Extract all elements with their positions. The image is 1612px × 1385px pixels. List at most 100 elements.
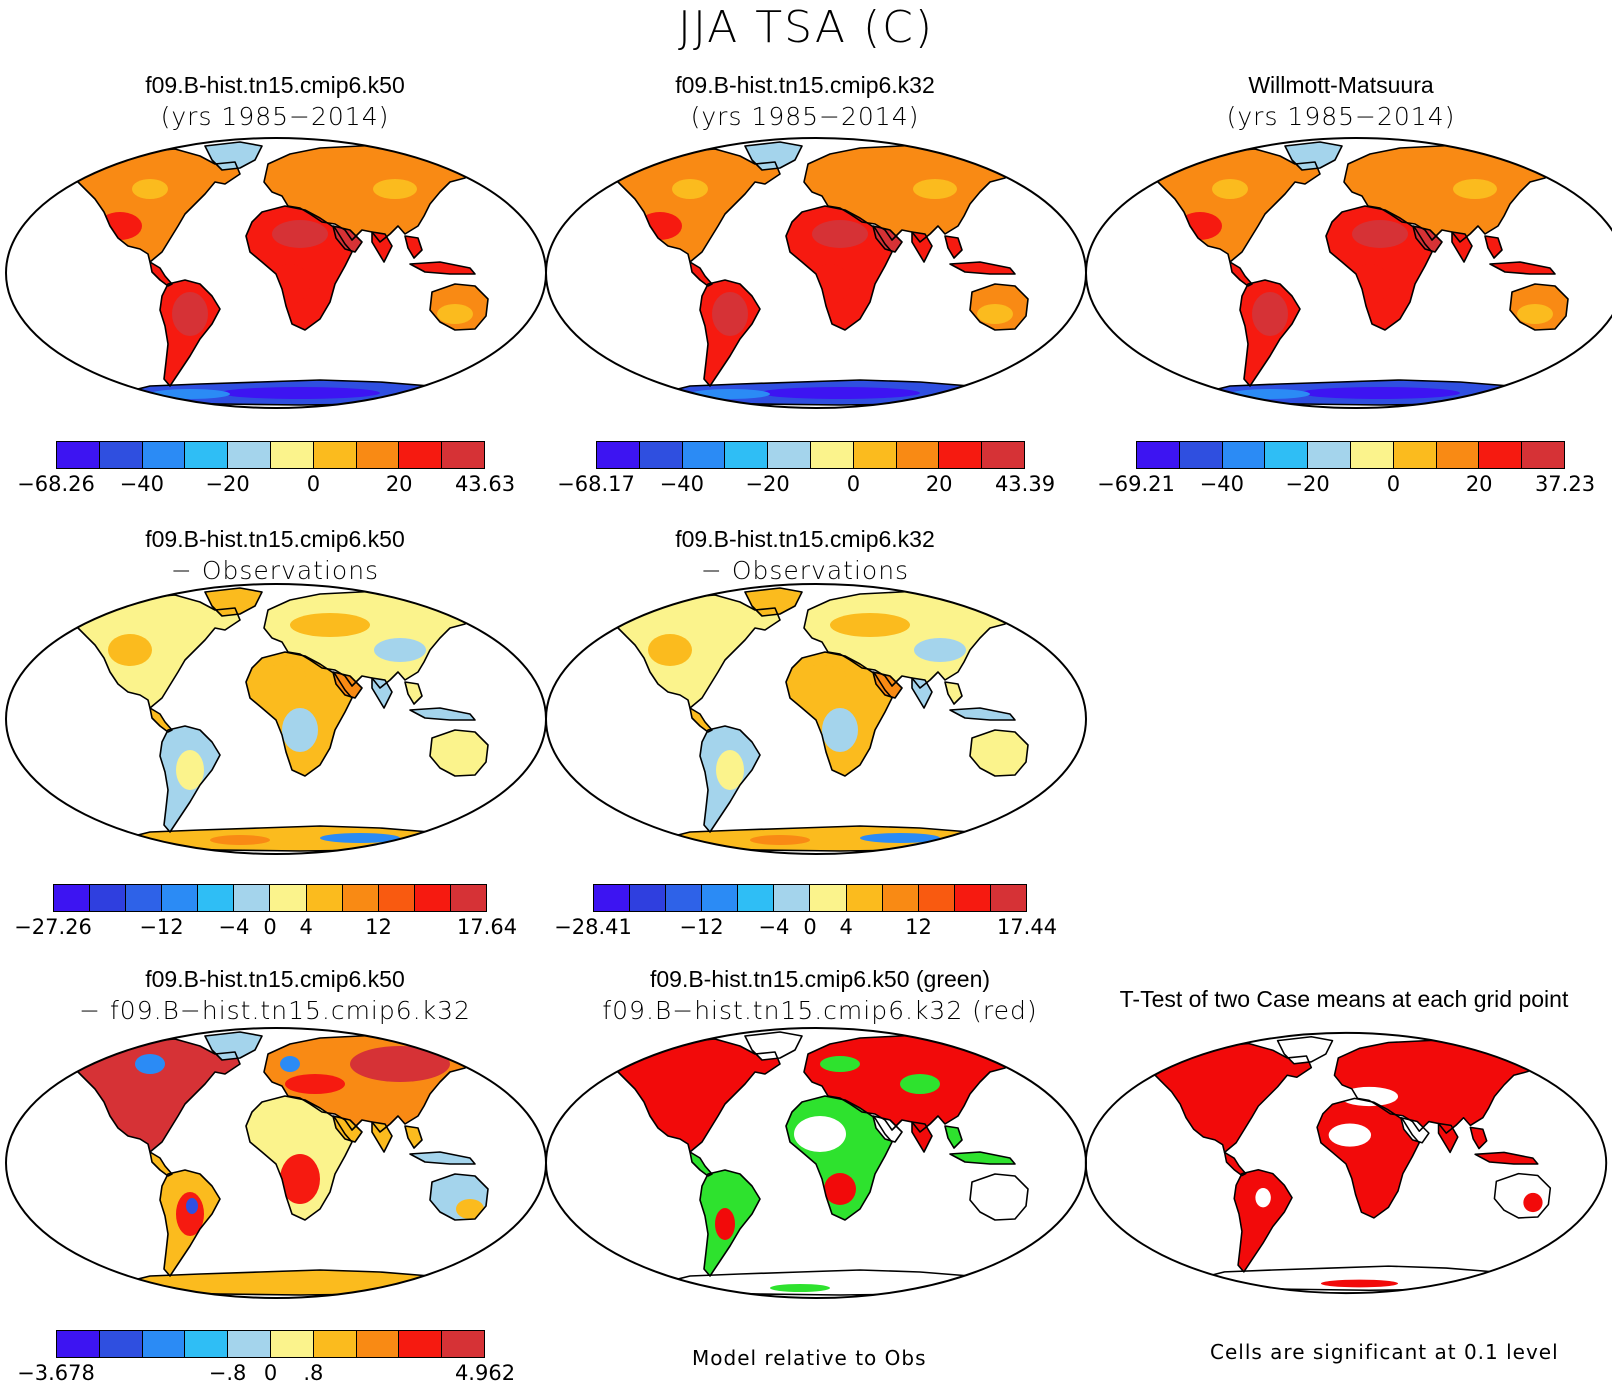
field-patch bbox=[150, 389, 230, 399]
panel-1-map bbox=[5, 137, 547, 409]
field-patch bbox=[437, 304, 473, 324]
coastline bbox=[204, 141, 263, 171]
colorbar-tick-label: 20 bbox=[385, 472, 413, 496]
coastline bbox=[409, 261, 476, 275]
panel-4-title-line2: − Observations bbox=[170, 556, 380, 585]
field-patch bbox=[760, 387, 920, 399]
colorbar-swatch bbox=[810, 885, 847, 911]
land-region-namerica bbox=[70, 1039, 240, 1152]
colorbar-tick-label: 4.962 bbox=[454, 1361, 516, 1385]
panel-6-colorbar bbox=[56, 1330, 485, 1358]
coastline bbox=[69, 594, 241, 709]
land-region-indonesia bbox=[950, 708, 1015, 720]
coastline bbox=[204, 587, 263, 617]
coastline bbox=[785, 1095, 893, 1221]
land-region-indonesia bbox=[410, 1152, 475, 1164]
land-region-arabia bbox=[873, 226, 902, 252]
coastline bbox=[429, 1173, 489, 1221]
coastline bbox=[969, 283, 1029, 331]
coastline bbox=[332, 1115, 363, 1143]
panel-8-map bbox=[1084, 1031, 1608, 1295]
coastline bbox=[699, 1169, 761, 1277]
panel-5-title: f09.B-hist.tn15.cmip6.k32 − Observations bbox=[540, 524, 1070, 586]
coastline bbox=[949, 1151, 1016, 1165]
coastline bbox=[69, 1038, 241, 1153]
land-region-camerica bbox=[150, 708, 172, 732]
coastline bbox=[332, 225, 363, 253]
field-patch bbox=[210, 835, 270, 845]
land-region-seasia bbox=[945, 682, 962, 704]
colorbar-swatch bbox=[1436, 442, 1480, 468]
coastline bbox=[1509, 283, 1569, 331]
colorbar-tick-label: −40 bbox=[1199, 472, 1244, 496]
field-patch bbox=[1350, 264, 1390, 304]
colorbar-tick-label: −12 bbox=[679, 915, 724, 939]
colorbar-tick-label: −20 bbox=[745, 472, 790, 496]
panel-7-note: Model relative to Obs bbox=[692, 1346, 927, 1370]
colorbar-swatch bbox=[846, 885, 883, 911]
land-region-namerica bbox=[1147, 1043, 1312, 1153]
land-region-camerica bbox=[150, 262, 172, 286]
coastline bbox=[1484, 235, 1503, 259]
colorbar-swatch bbox=[810, 442, 854, 468]
colorbar-swatch bbox=[185, 1331, 229, 1357]
land-region-camerica bbox=[1230, 262, 1252, 286]
field-patch bbox=[672, 179, 708, 199]
figure-title: JJA TSA (C) bbox=[677, 2, 935, 53]
coastline bbox=[609, 594, 781, 709]
colorbar-tick-label: 20 bbox=[925, 472, 953, 496]
field-patch bbox=[285, 1074, 345, 1094]
panel-4-title-line1: f09.B-hist.tn15.cmip6.k50 bbox=[145, 526, 405, 552]
colorbar-swatch bbox=[1308, 442, 1351, 468]
field-patch bbox=[1255, 1188, 1271, 1208]
coastline bbox=[969, 1173, 1029, 1221]
field-patch bbox=[282, 708, 318, 752]
colorbar-swatch bbox=[1350, 442, 1394, 468]
field-patch bbox=[1252, 292, 1288, 336]
field-patch bbox=[350, 1046, 450, 1082]
panel-1-colorbar bbox=[56, 441, 485, 469]
colorbar-swatch bbox=[270, 885, 307, 911]
land-region-arabia bbox=[333, 672, 362, 698]
colorbar-tick-label: 0 bbox=[803, 915, 817, 939]
land-region-indonesia bbox=[1490, 262, 1555, 274]
field-patch bbox=[794, 1116, 846, 1152]
panel-7-title: f09.B-hist.tn15.cmip6.k50 (green) f09.B−… bbox=[540, 964, 1100, 1026]
colorbar-swatch bbox=[939, 442, 983, 468]
field-patch bbox=[290, 613, 370, 637]
coastline bbox=[149, 707, 173, 733]
panel-3-title: Willmott-Matsuura (yrs 1985−2014) bbox=[1076, 70, 1606, 132]
field-patch bbox=[824, 1173, 856, 1205]
field-patch bbox=[456, 1199, 484, 1219]
panel-3-map bbox=[1085, 137, 1612, 409]
panel-5-colorbar bbox=[593, 884, 1027, 912]
field-patch bbox=[900, 1074, 940, 1094]
colorbar-tick-label: 12 bbox=[365, 915, 392, 939]
coastline bbox=[332, 671, 363, 699]
land-region-seasia bbox=[405, 236, 422, 258]
panel-6-title-line1: f09.B-hist.tn15.cmip6.k50 bbox=[145, 966, 405, 992]
panel-1-title: f09.B-hist.tn15.cmip6.k50 (yrs 1985−2014… bbox=[10, 70, 540, 132]
colorbar-swatch bbox=[853, 442, 897, 468]
field-patch bbox=[176, 750, 204, 790]
coastline bbox=[689, 1151, 713, 1177]
colorbar-swatch bbox=[228, 1331, 271, 1357]
coastline bbox=[911, 1121, 933, 1153]
colorbar-swatch bbox=[442, 442, 484, 468]
coastline bbox=[429, 729, 489, 777]
coastline bbox=[1412, 225, 1443, 253]
field-patch bbox=[373, 179, 417, 199]
colorbar-swatch bbox=[313, 1331, 357, 1357]
land-region-indonesia bbox=[1475, 1152, 1538, 1164]
coastline bbox=[371, 231, 393, 263]
land-region-samerica bbox=[1234, 1169, 1293, 1272]
coastline bbox=[699, 279, 761, 387]
field-patch bbox=[220, 387, 380, 399]
coastline bbox=[744, 141, 803, 171]
field-patch bbox=[320, 833, 400, 843]
colorbar-swatch bbox=[198, 885, 235, 911]
colorbar-swatch bbox=[378, 885, 415, 911]
colorbar-tick-label: 43.39 bbox=[994, 472, 1056, 496]
field-patch bbox=[254, 665, 306, 685]
panel-5-title-line2: − Observations bbox=[700, 556, 910, 585]
